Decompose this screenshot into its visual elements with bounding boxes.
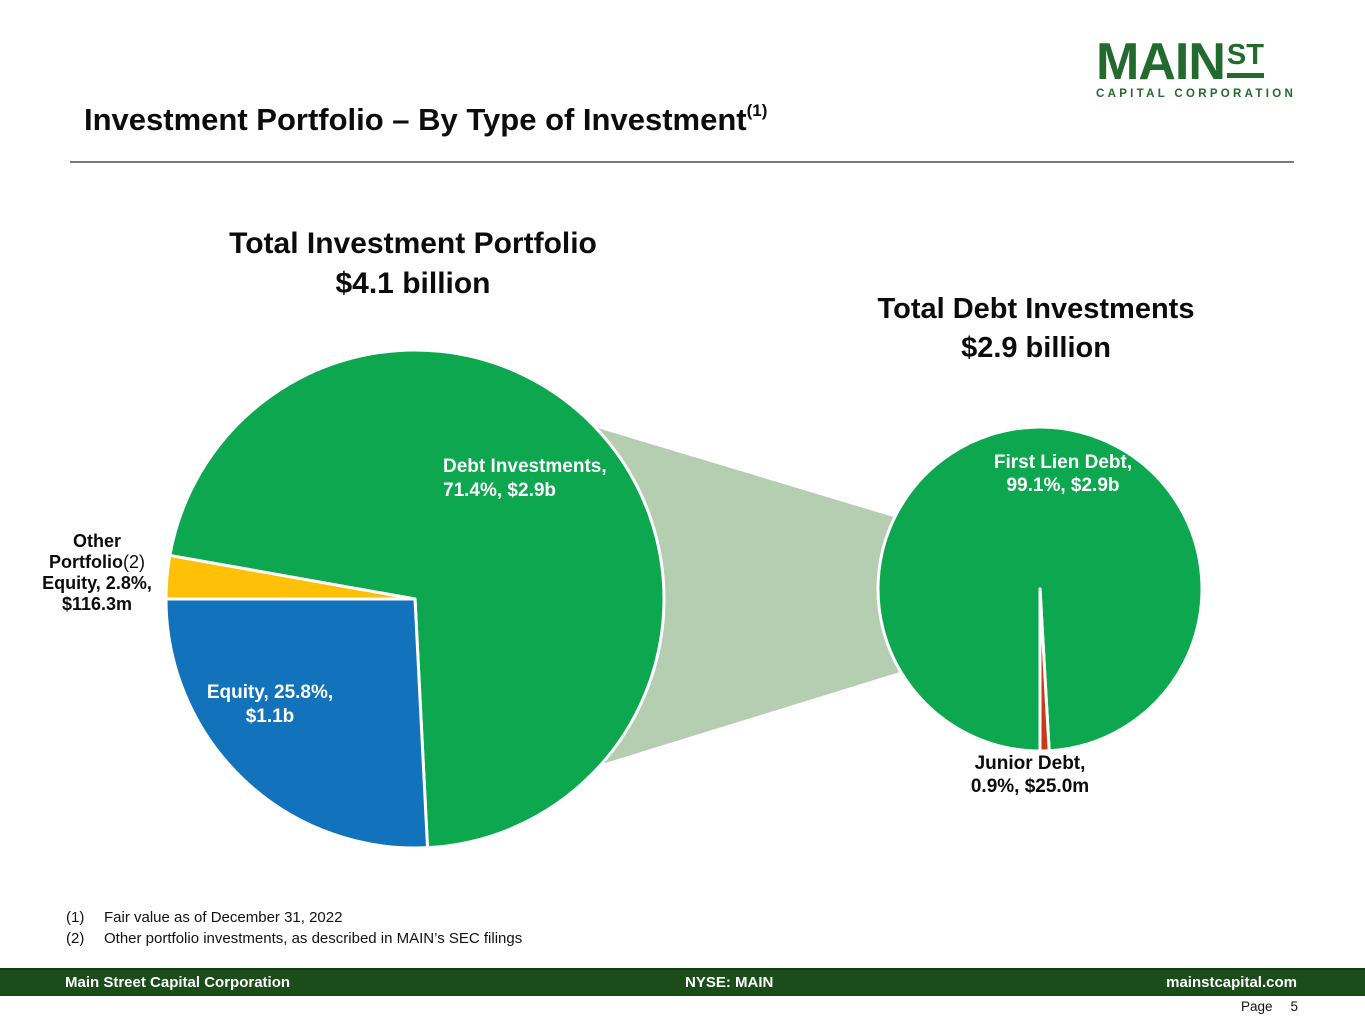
label-equity: Equity, 25.8%, $1.1b <box>206 682 334 727</box>
logo-wordmark: MAIN <box>1096 33 1226 91</box>
left-chart-title: Total Investment Portfolio <box>229 227 597 260</box>
footnote-1: (1) Fair value as of December 31, 2022 <box>66 909 343 926</box>
label-first-lien-debt: First Lien Debt, 99.1%, $2.9b <box>993 452 1133 496</box>
footnotes: (1) Fair value as of December 31, 2022 (… <box>66 907 522 949</box>
pie-slice-junior-debt <box>1038 587 1051 753</box>
footer-website: mainstcapital.com <box>1166 974 1297 991</box>
zoom-connector-shape <box>594 427 903 764</box>
page-indicator: Page 5 <box>1241 999 1298 1014</box>
pie-slice-other-portfolio-equity <box>164 553 417 601</box>
footer-company-name: Main Street Capital Corporation <box>65 974 291 991</box>
page-label: Page <box>1240 999 1273 1014</box>
other-footnote-ref: (2) <box>123 552 145 572</box>
pie-slice-debt-investments <box>168 348 666 850</box>
right-chart-subtitle: $2.9 billion <box>961 332 1111 364</box>
footer-bar: Main Street Capital Corporation NYSE: MA… <box>0 968 1365 996</box>
footer-ticker: NYSE: MAIN <box>685 974 774 991</box>
right-chart-heading: Total Debt Investments $2.9 billion <box>736 290 1336 368</box>
title-divider <box>70 161 1294 163</box>
mainst-logo: MAIN ST CAPITAL CORPORATION <box>1096 33 1297 101</box>
right-chart-title: Total Debt Investments <box>877 293 1195 325</box>
left-chart-subtitle: $4.1 billion <box>335 267 491 300</box>
pie-slice-equity <box>164 597 430 850</box>
footnote-2: (2) Other portfolio investments, as desc… <box>66 930 523 947</box>
page-number: 5 <box>1290 999 1298 1014</box>
logo-st-suffix: ST <box>1226 41 1264 78</box>
page-title: Investment Portfolio – By Type of Invest… <box>84 100 768 138</box>
label-debt-investments: Debt Investments, 71.4%, $2.9b <box>443 456 607 501</box>
page-title-text: Investment Portfolio – By Type of Invest… <box>84 102 747 137</box>
title-footnote-ref: (1) <box>746 100 768 120</box>
label-junior-debt: Junior Debt, 0.9%, $25.0m <box>970 753 1090 797</box>
label-other-portfolio-equity: Other Portfolio(2) Equity, 2.8%, $116.3m <box>42 531 152 614</box>
logo-tagline: CAPITAL CORPORATION <box>1096 88 1297 101</box>
left-chart-heading: Total Investment Portfolio $4.1 billion <box>113 224 713 304</box>
